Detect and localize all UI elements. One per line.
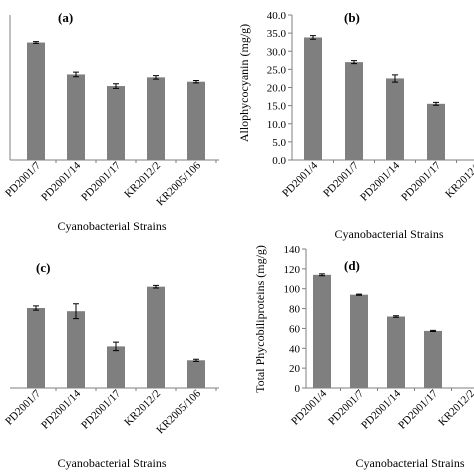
panel-b-category-label: PD2001/4 xyxy=(280,159,320,199)
panel-c: (c) Cyanobacterial Strains PD2001/7PD200… xyxy=(3,260,219,470)
panel-c-error-bar xyxy=(153,284,159,289)
panel-b-error-bar xyxy=(310,35,316,40)
panel-c-x-axis-title: Cyanobacterial Strains xyxy=(58,456,167,470)
panel-d-label: (d) xyxy=(344,258,360,273)
panel-c-category-label: PD2001/17 xyxy=(79,387,123,431)
panel-c-category-label: PD2001/14 xyxy=(39,387,83,431)
panel-c-bar xyxy=(107,346,125,388)
panel-b-y-tick-label: 25.0 xyxy=(267,64,287,76)
panel-c-bar xyxy=(147,286,165,388)
panel-a-bar xyxy=(27,42,45,160)
panel-a-error-bar xyxy=(113,83,119,89)
panel-b-bar xyxy=(386,78,404,160)
panel-a-error-bar xyxy=(73,71,79,78)
panel-a-error-bar xyxy=(153,75,159,80)
panel-a-bar xyxy=(187,81,205,160)
panel-d-error-bar xyxy=(356,293,362,296)
panel-b-error-bar xyxy=(433,101,439,106)
panel-c-bar xyxy=(187,360,205,388)
panel-b-y-tick-label: 40.0 xyxy=(267,10,287,22)
panel-d-y-tick-label: 20 xyxy=(289,363,301,375)
panel-a-category-label: PD2001/14 xyxy=(39,159,83,203)
panel-d-bar xyxy=(313,274,331,388)
panel-b-category-label: PD2001/7 xyxy=(321,159,361,199)
panel-b-bar xyxy=(345,62,363,160)
panel-d-y-axis-title: Total Phycobiliproteins (mg/g) xyxy=(253,245,267,393)
panel-a-bar xyxy=(67,74,85,160)
panel-c-category-label: PD2001/7 xyxy=(3,387,43,427)
panel-b-y-tick-label: 30.0 xyxy=(267,46,287,58)
panel-a-x-axis-title: Cyanobacterial Strains xyxy=(58,219,167,233)
panel-b-category-label: PD2001/17 xyxy=(399,159,443,203)
panel-b-y-tick-label: 20.0 xyxy=(267,83,287,95)
panel-d-y-tick-label: 140 xyxy=(284,244,301,256)
panel-b-y-tick-label: 15.0 xyxy=(267,101,287,113)
panel-b-error-bar xyxy=(392,74,398,83)
panel-b-y-tick-label: 5.0 xyxy=(272,137,286,149)
panel-a-category-label: KR2012/2 xyxy=(122,160,163,201)
panel-c-bar xyxy=(27,308,45,388)
panel-c-error-bar xyxy=(73,303,79,320)
panel-d-y-tick-label: 40 xyxy=(289,343,301,355)
panel-b-error-bar xyxy=(351,60,357,65)
panel-b-bar xyxy=(304,37,322,160)
panel-c-error-bar xyxy=(113,341,119,352)
panel-b-y-axis-title: Allophycocyanin (mg/g) xyxy=(237,24,251,142)
panel-b-y-tick-label: 10.0 xyxy=(267,119,287,131)
panel-d-y-tick-label: 120 xyxy=(284,264,301,276)
panel-c-bar xyxy=(67,311,85,388)
panel-d-bar xyxy=(350,294,368,388)
panel-c-error-bar xyxy=(193,358,199,362)
panel-d-bar xyxy=(424,330,442,388)
panel-b-y-tick-label: 0.0 xyxy=(272,155,286,167)
panel-b-category-label: PD2001/14 xyxy=(358,159,402,203)
panel-b-y-tick-label: 35.0 xyxy=(267,28,287,40)
panel-d-category-label: KR2012/2 xyxy=(436,388,474,429)
panel-a-category-label: PD2001/7 xyxy=(3,159,43,199)
panel-a-error-bar xyxy=(33,41,39,44)
panel-a-bar xyxy=(147,77,165,160)
panel-d-y-tick-label: 100 xyxy=(284,284,301,296)
panel-d-y-tick-label: 0 xyxy=(295,383,301,395)
panel-a-bar xyxy=(107,86,125,160)
panel-d-error-bar xyxy=(430,329,436,333)
panel-d-error-bar xyxy=(393,315,399,318)
panel-c-category-label: KR2005/106 xyxy=(154,387,203,436)
panel-a-category-label: PD2001/17 xyxy=(79,159,123,203)
panel-b-label: (b) xyxy=(344,10,360,25)
panel-d-y-tick-label: 60 xyxy=(289,323,301,335)
panel-d-x-axis-title: Cyanobacterial Strains xyxy=(356,456,465,470)
panel-d-error-bar xyxy=(319,273,325,277)
panel-d: (d) Total Phycobiliproteins (mg/g) Cyano… xyxy=(253,244,474,470)
panel-b-x-axis-title: Cyanobacterial Strains xyxy=(335,227,444,241)
panel-a-error-bar xyxy=(193,80,199,84)
panel-b-category-label: KR2012/2 xyxy=(443,160,474,201)
panel-d-y-tick-label: 80 xyxy=(289,304,301,316)
panel-c-error-bar xyxy=(33,305,39,311)
panel-a-category-label: KR2005/106 xyxy=(154,159,203,208)
panel-a-label: (a) xyxy=(58,10,73,25)
panel-c-category-label: KR2012/2 xyxy=(122,388,163,429)
panel-c-label: (c) xyxy=(36,260,50,275)
panel-d-category-label: PD2001/17 xyxy=(396,387,440,431)
panel-b-bar xyxy=(427,103,445,160)
panel-b: (b) Allophycocyanin (mg/g) Cyanobacteria… xyxy=(237,10,474,241)
panel-a: (a) Cyanobacterial Strains PD2001/7PD200… xyxy=(3,10,219,233)
panel-d-bar xyxy=(387,316,405,388)
